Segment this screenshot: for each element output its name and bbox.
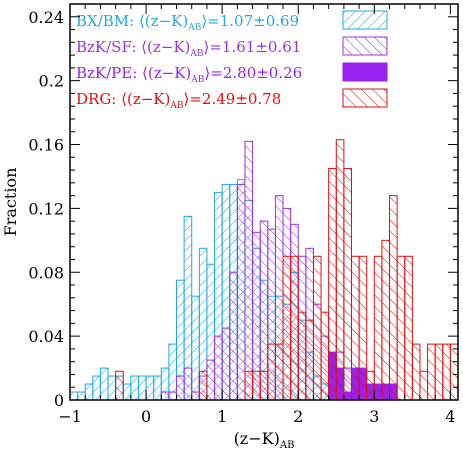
bar-bx-bm-2 (84, 383, 94, 401)
bar-bzk-sf-10 (236, 183, 246, 401)
bar-drg-11 (312, 255, 322, 401)
bar-drg-27 (434, 343, 444, 401)
bar-drg-28 (442, 343, 451, 401)
bar-bzk-sf-4 (191, 391, 200, 401)
bar-drg-12 (320, 311, 330, 401)
bar-drg-26 (427, 343, 436, 401)
legend-label: BzK/SF: ⟨(z−K) (76, 38, 190, 56)
bar-drg-9 (297, 311, 307, 401)
x-axis-label-subscript: AB (279, 440, 295, 451)
bar-bzk-sf-11 (244, 140, 254, 401)
bar-drg-13 (328, 167, 337, 401)
bar-drg-25 (419, 370, 429, 401)
y-tick-label: 0.24 (28, 8, 64, 27)
bar-bx-bm-1 (77, 391, 86, 401)
bar-bzk-sf-8 (221, 327, 231, 401)
legend-subscript: AB (187, 23, 201, 33)
legend-subscript: AB (190, 75, 204, 85)
bar-bzk-sf-1 (168, 391, 178, 401)
y-tick-label: 0.04 (28, 327, 64, 346)
bar-bzk-sf-0 (160, 391, 170, 401)
bar-drg-21 (389, 195, 398, 401)
bar-bx-bm-7 (122, 383, 132, 401)
bar-bzk-sf-7 (214, 335, 223, 401)
bar-drg-6 (274, 343, 284, 401)
series-drg (115, 139, 459, 401)
bar-bzk-sf-3 (183, 367, 193, 401)
plot-frame (69, 3, 459, 401)
x-tick-label: 4 (445, 407, 455, 426)
bar-bx-bm-3 (92, 375, 101, 401)
legend-value: ⟩=2.49±0.78 (183, 90, 281, 108)
legend-swatch-bzk-sf (342, 36, 388, 56)
legend-swatch-drg (342, 88, 388, 108)
x-tick-label: −1 (58, 407, 82, 426)
bar-bx-bm-10 (145, 375, 155, 401)
bar-bzk-sf-6 (206, 359, 216, 401)
x-axis-label: (z−K)AB (234, 429, 295, 451)
bar-drg-19 (373, 255, 383, 401)
y-tick-label: 0.12 (28, 199, 64, 218)
y-tick-label: 0.08 (28, 263, 64, 282)
bar-bzk-sf-9 (229, 271, 238, 401)
x-axis-label-main: (z−K) (234, 429, 280, 448)
x-tick-label: 3 (369, 407, 379, 426)
legend-label: BX/BM: ⟨(z−K) (76, 12, 188, 30)
bar-drg-23 (404, 255, 413, 401)
legend-value: ⟩=1.07±0.69 (201, 12, 299, 30)
legend-swatch-bx-bm (342, 10, 388, 30)
bar-drg-10 (305, 319, 314, 401)
axis-ticks (69, 3, 458, 401)
bar-drg-8 (290, 255, 299, 401)
legend-swatch-bzk-pe (342, 62, 388, 82)
x-tick-label: 0 (141, 407, 151, 426)
bar-drg-5 (267, 343, 276, 401)
bar-drg-15 (343, 167, 352, 401)
bar-drg-20 (381, 239, 391, 401)
y-tick-label: 0.16 (28, 136, 64, 155)
bar-drg-22 (396, 255, 406, 401)
x-tick-labels: −1 0 1 2 3 4 (58, 407, 455, 426)
bar-drg-24 (411, 343, 421, 401)
bar-drg-29 (449, 343, 459, 401)
legend-label: DRG: ⟨(z−K) (76, 90, 170, 108)
bar-bx-bm-4 (99, 367, 109, 401)
bar-bx-bm-16 (191, 295, 200, 401)
x-tick-label: 1 (217, 407, 227, 426)
legend-entry-bx-bm: BX/BM: ⟨(z−K)AB⟩=1.07±0.69 (76, 12, 299, 33)
histogram-series (69, 139, 459, 401)
bar-drg-16 (350, 255, 360, 401)
y-tick-label: 0.2 (39, 72, 64, 91)
bar-bx-bm-5 (107, 375, 117, 401)
y-axis-label: Fraction (1, 168, 20, 237)
bar-drg-18 (366, 370, 375, 401)
bar-drg-3 (252, 370, 261, 401)
bar-bx-bm-0 (69, 391, 79, 401)
legend-value: ⟩=2.80±0.26 (204, 64, 302, 82)
bar-bzk-sf-2 (176, 375, 185, 401)
legend-value: ⟩=1.61±0.61 (204, 38, 302, 56)
legend-label: BzK/PE: ⟨(z−K) (76, 64, 191, 82)
bar-bx-bm-9 (137, 375, 147, 401)
legend-entry-bzk-sf: BzK/SF: ⟨(z−K)AB⟩=1.61±0.61 (76, 38, 301, 59)
bar-drg-1 (198, 370, 208, 401)
legend-subscript: AB (189, 49, 203, 59)
bar-bx-bm-11 (153, 375, 162, 401)
y-tick-label: 0 (54, 391, 64, 410)
y-tick-labels: 0 0.04 0.08 0.12 0.16 0.2 0.24 (28, 8, 64, 410)
bar-drg-7 (282, 255, 292, 401)
bar-drg-17 (358, 255, 368, 401)
legend-entry-bzk-pe: BzK/PE: ⟨(z−K)AB⟩=2.80±0.26 (76, 64, 302, 85)
bar-drg-14 (335, 139, 345, 401)
bar-drg-2 (244, 370, 254, 401)
bar-drg-0 (115, 370, 124, 401)
legend-subscript: AB (169, 101, 183, 111)
x-tick-label: 2 (293, 407, 303, 426)
legend-entry-drg: DRG: ⟨(z−K)AB⟩=2.49±0.78 (76, 90, 281, 111)
bar-drg-4 (259, 370, 269, 401)
bar-bx-bm-8 (130, 375, 139, 401)
